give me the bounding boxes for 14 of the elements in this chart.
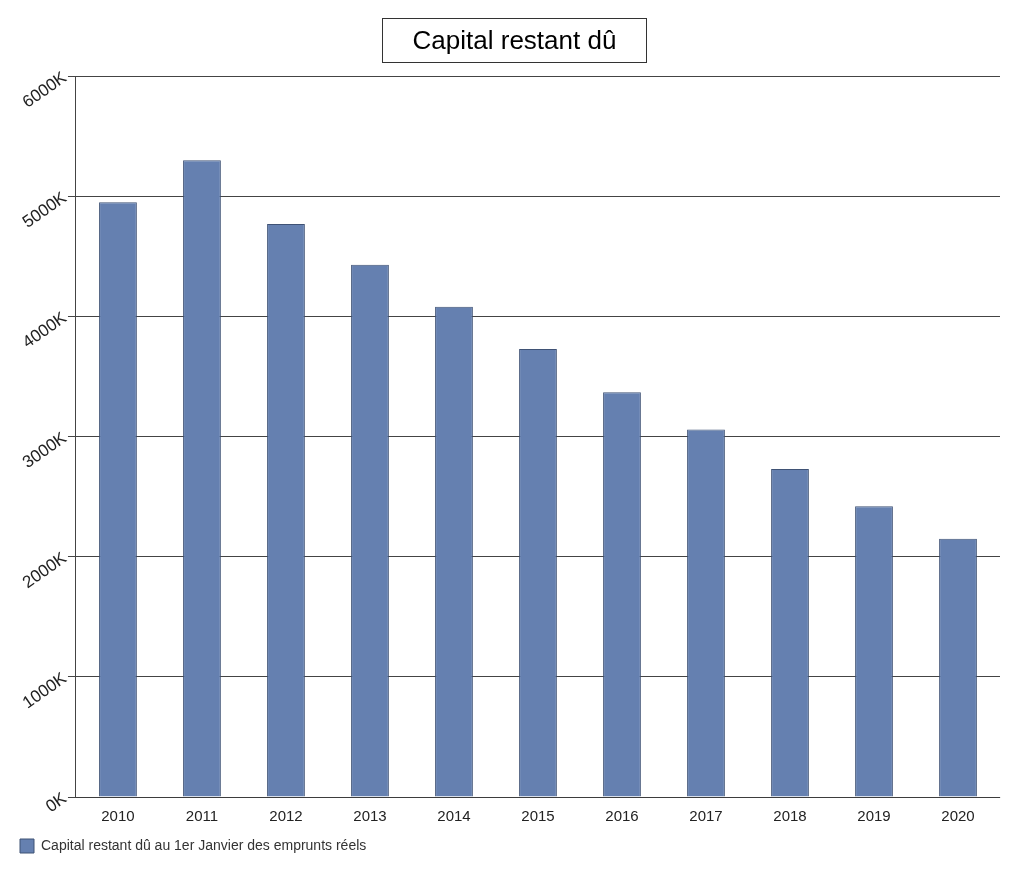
- x-tick-label: 2017: [689, 807, 723, 825]
- x-tick-label: 2016: [605, 807, 639, 825]
- x-tick-label: 2018: [773, 807, 807, 825]
- x-tick-label: 2015: [521, 807, 555, 825]
- x-tick-label: 2012: [269, 807, 303, 825]
- y-tick-label: 0K: [42, 788, 71, 817]
- x-tick-label: 2013: [353, 807, 387, 825]
- chart-title: Capital restant dû: [381, 18, 648, 63]
- x-tick-label: 2020: [941, 807, 975, 825]
- legend-label: Capital restant dû au 1er Janvier des emprunts réels: [41, 836, 367, 853]
- x-tick-label: 2011: [185, 807, 219, 825]
- x-tick-label: 2014: [437, 807, 471, 825]
- x-tick-label: 2019: [857, 807, 891, 825]
- x-tick-label: 2010: [101, 807, 135, 825]
